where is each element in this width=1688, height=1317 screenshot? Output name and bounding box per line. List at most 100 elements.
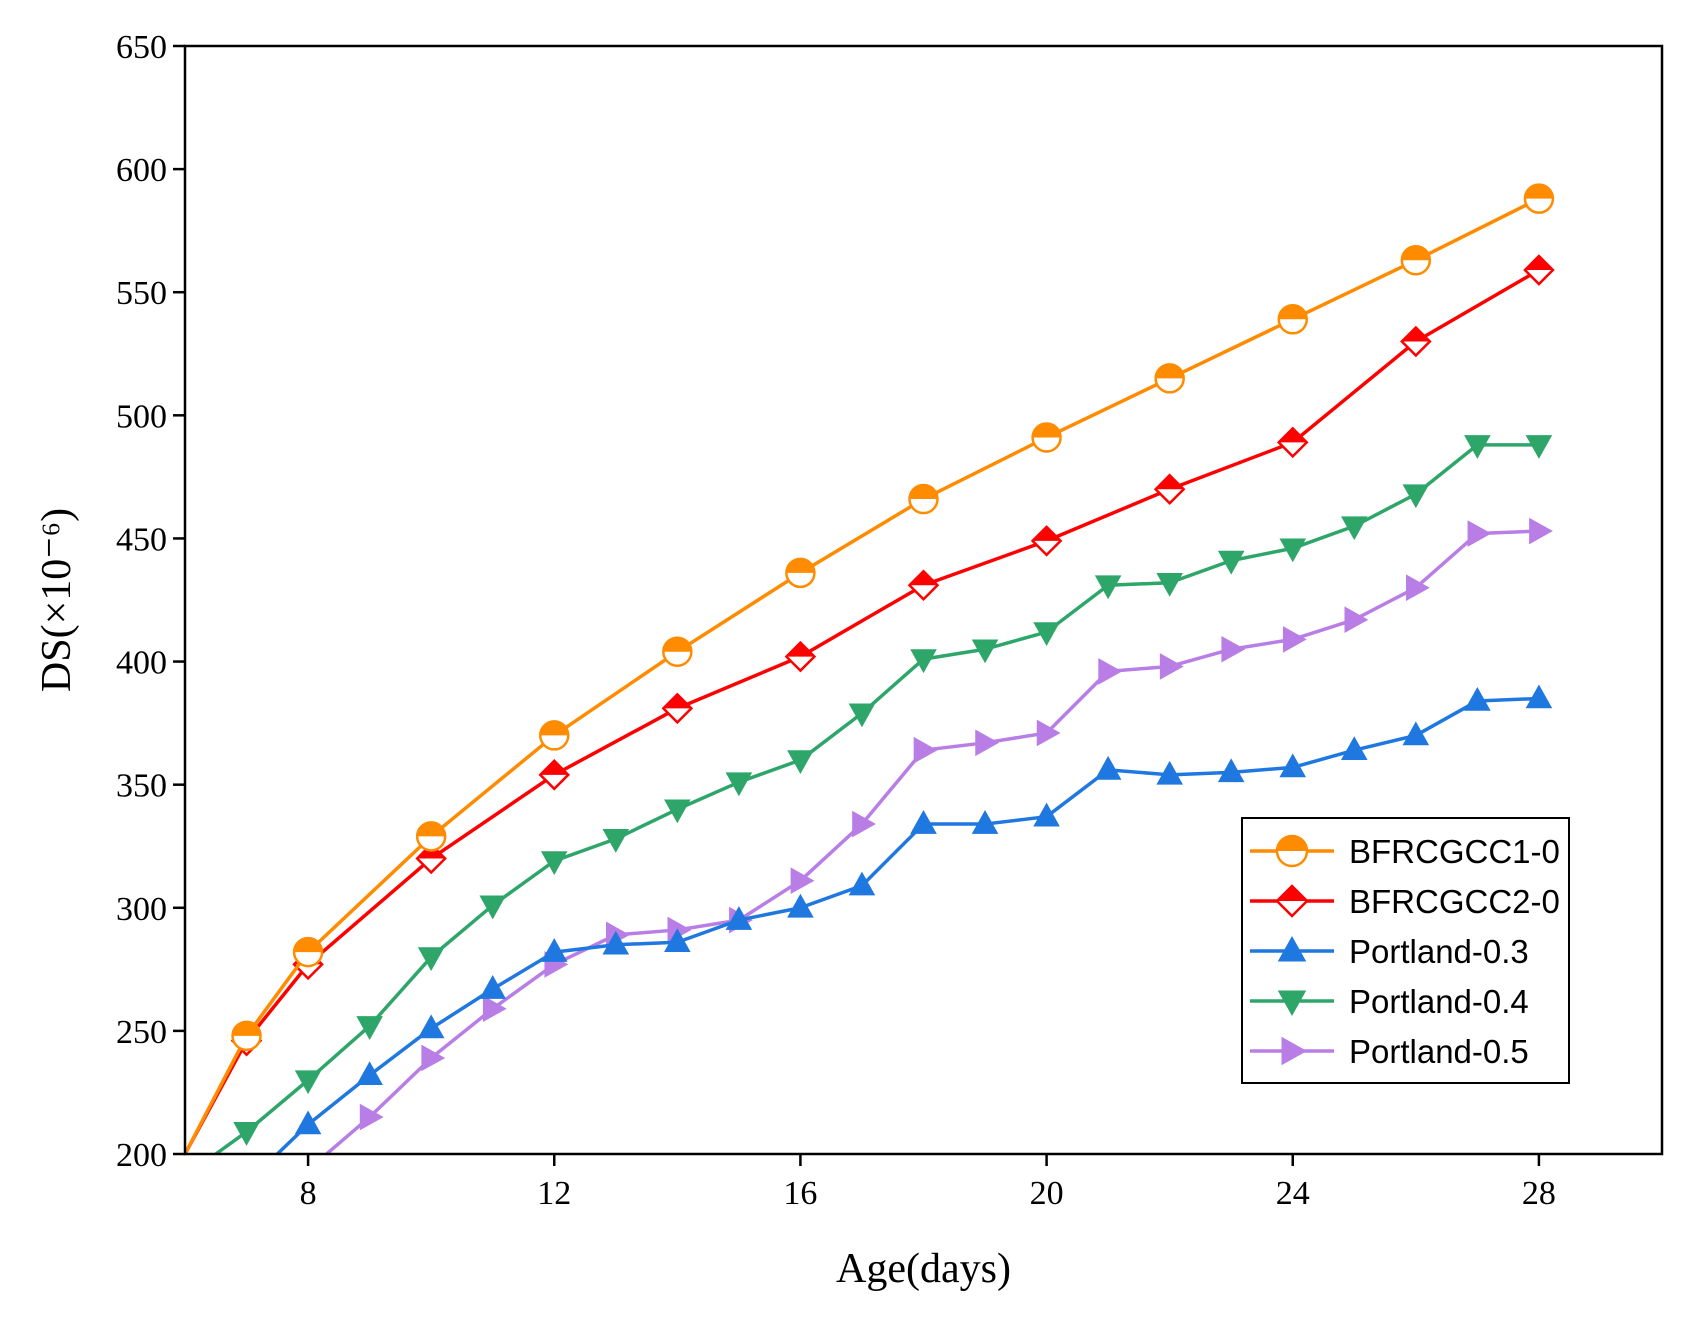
x-tick-label: 16: [783, 1175, 817, 1212]
marker: [356, 1016, 383, 1040]
y-tick-label: 400: [116, 645, 167, 682]
marker-fill: [909, 571, 938, 586]
x-tick-label: 20: [1030, 1175, 1064, 1212]
marker: [1467, 520, 1492, 547]
legend: BFRCGCC1-0 BFRCGCC2-0 Portland-0.3 Portland…: [1241, 817, 1570, 1084]
y-tick-label: 650: [116, 29, 167, 66]
marker: [971, 810, 999, 834]
marker: [1156, 760, 1183, 785]
marker: [479, 895, 507, 920]
marker: [1402, 721, 1430, 746]
marker: [913, 736, 938, 764]
marker-fill: [1524, 256, 1553, 271]
legend-item: Portland-0.3: [1250, 933, 1529, 970]
series-line: [276, 696, 1539, 1154]
legend-item: BFRCGCC1-0: [1250, 833, 1560, 870]
marker: [294, 1070, 322, 1095]
marker: [479, 975, 507, 999]
marker-fill: [663, 694, 692, 709]
marker: [971, 639, 999, 664]
marker-fill: [1401, 246, 1430, 261]
marker: [482, 995, 507, 1023]
marker-fill: [909, 485, 938, 500]
marker: [417, 1014, 445, 1039]
marker-fill: [417, 822, 446, 837]
marker: [421, 1044, 446, 1072]
legend-item: Portland-0.5: [1250, 1033, 1529, 1070]
marker-fill: [663, 637, 692, 652]
marker: [664, 928, 691, 953]
legend-label: Portland-0.3: [1349, 933, 1529, 970]
y-tick-label: 200: [116, 1137, 167, 1174]
marker: [1159, 653, 1184, 680]
marker: [1402, 484, 1430, 509]
marker-fill: [1277, 836, 1307, 851]
y-tick-label: 550: [116, 275, 167, 312]
marker: [1033, 802, 1060, 827]
marker: [1033, 622, 1060, 647]
marker: [848, 703, 876, 728]
series-lines: [185, 183, 1555, 1154]
marker-fill: [1032, 423, 1061, 438]
marker: [1217, 758, 1245, 783]
marker-fill: [1524, 184, 1553, 199]
legend-item: Portland-0.4: [1250, 983, 1529, 1020]
marker: [1221, 635, 1246, 663]
marker-fill: [1032, 526, 1061, 541]
marker: [975, 729, 1000, 757]
marker: [848, 871, 876, 896]
tick-labels: 200 250 300 350 400 450 500 550 600 650 8 12 16 20 24 2…: [116, 29, 1556, 1212]
legend-label: BFRCGCC2-0: [1349, 883, 1560, 920]
marker-fill: [1155, 364, 1184, 379]
legend-label: Portland-0.4: [1349, 983, 1529, 1020]
plot-frame: [183, 44, 1664, 1156]
x-tick-label: 12: [537, 1175, 571, 1212]
y-tick-label: 600: [116, 152, 167, 189]
marker: [1098, 658, 1123, 685]
y-tick-label: 450: [116, 521, 167, 558]
marker-fill: [786, 642, 815, 657]
x-axis-title: Age(days): [836, 1246, 1011, 1292]
legend-item: BFRCGCC2-0: [1250, 883, 1560, 920]
x-tick-label: 24: [1276, 1175, 1310, 1212]
marker: [356, 1061, 383, 1086]
axis-ticks: [173, 44, 1541, 1166]
marker: [602, 930, 630, 955]
marker: [1277, 936, 1307, 962]
y-axis-title: DS(×10⁻⁶): [34, 508, 80, 692]
marker-fill: [232, 1021, 261, 1036]
series-Portland-0.3: [276, 684, 1553, 1154]
y-tick-label: 250: [116, 1014, 167, 1051]
marker-fill: [540, 760, 569, 775]
marker: [1464, 686, 1491, 711]
marker-fill: [1401, 327, 1430, 342]
marker-fill: [1278, 428, 1307, 443]
marker: [417, 947, 445, 972]
series-Portland-0.4: [214, 435, 1553, 1154]
legend-label: BFRCGCC1-0: [1349, 833, 1560, 870]
marker-fill: [1155, 475, 1184, 490]
series-BFRCGCC1-0: [185, 183, 1555, 1154]
marker: [1277, 990, 1307, 1016]
marker: [1344, 606, 1369, 633]
marker: [1525, 684, 1553, 709]
marker-fill: [1277, 886, 1307, 901]
marker: [1156, 572, 1183, 597]
x-tick-label: 28: [1522, 1175, 1556, 1212]
marker: [1094, 575, 1122, 600]
marker: [602, 829, 630, 853]
marker: [664, 799, 691, 824]
marker: [1094, 755, 1122, 780]
y-tick-label: 350: [116, 768, 167, 805]
marker: [910, 810, 937, 834]
marker: [790, 867, 815, 894]
marker: [725, 772, 753, 797]
marker: [910, 649, 937, 674]
marker: [1406, 574, 1430, 601]
marker: [1279, 753, 1307, 778]
marker-fill: [294, 938, 323, 953]
marker: [725, 906, 753, 930]
x-tick-label: 8: [300, 1175, 317, 1212]
marker: [1340, 516, 1368, 541]
